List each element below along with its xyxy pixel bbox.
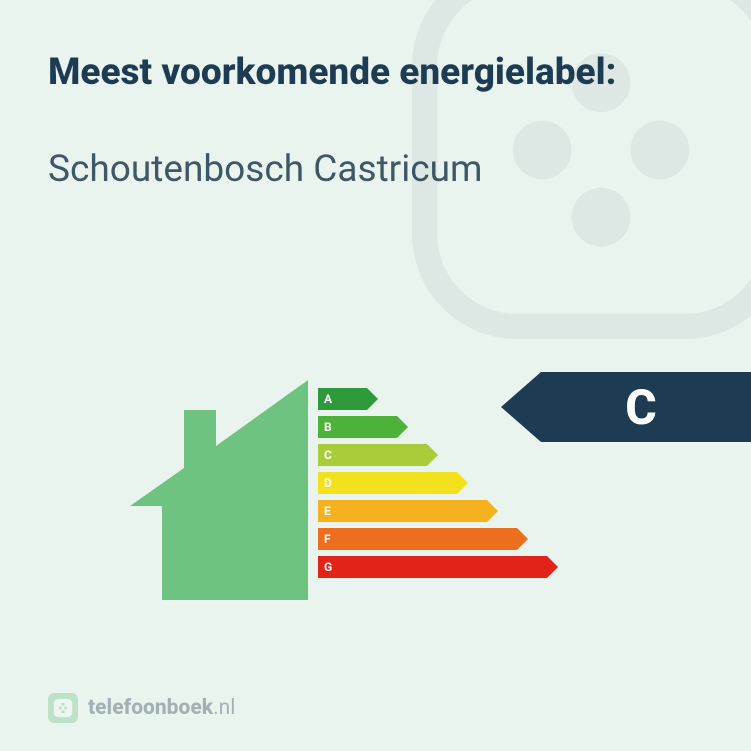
energy-label-card: Meest voorkomende energielabel: Schouten… [0, 0, 751, 751]
energy-bar-arrow-icon [318, 472, 468, 494]
brand-name-bold: telefoonboek [88, 696, 213, 720]
energy-bar-arrow-icon [318, 556, 558, 578]
house-icon [130, 380, 310, 600]
energy-bar-label: C [324, 444, 332, 466]
energy-bar-label: F [324, 528, 331, 550]
energy-bar-row: B [318, 416, 408, 438]
energy-bar-label: B [324, 416, 332, 438]
footer-brand: telefoonboek.nl [48, 693, 235, 723]
energy-bar-arrow-icon [318, 500, 498, 522]
brand-name-rest: .nl [213, 696, 235, 720]
energy-bar-label: G [324, 556, 332, 578]
energy-bar-arrow-icon [318, 444, 438, 466]
energy-bar-label: E [324, 500, 331, 522]
energy-bar-label: D [324, 472, 332, 494]
energy-bar-row: D [318, 472, 468, 494]
energy-bar-row: G [318, 556, 558, 578]
energy-bar-label: A [324, 388, 332, 410]
page-title: Meest voorkomende energielabel: [48, 50, 703, 96]
brand-icon [48, 693, 78, 723]
energy-bar-row: E [318, 500, 498, 522]
location-subtitle: Schoutenbosch Castricum [48, 148, 703, 192]
energy-bar-row: F [318, 528, 528, 550]
energy-bar-row: C [318, 444, 438, 466]
energy-bar-row: A [318, 388, 378, 410]
highlight-letter: C [501, 372, 751, 442]
brand-text: telefoonboek.nl [88, 696, 235, 720]
energy-bar-arrow-icon [318, 528, 528, 550]
highlight-arrow: C [501, 372, 751, 442]
